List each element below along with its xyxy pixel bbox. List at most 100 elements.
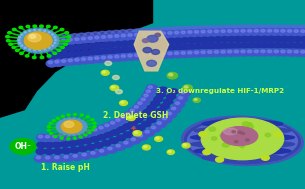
Circle shape [107, 42, 116, 48]
Circle shape [90, 136, 99, 142]
Circle shape [267, 29, 272, 32]
Circle shape [184, 86, 188, 88]
Circle shape [67, 36, 70, 38]
Circle shape [86, 144, 95, 150]
Circle shape [61, 115, 64, 117]
Circle shape [134, 105, 138, 108]
Circle shape [24, 47, 26, 48]
Circle shape [34, 29, 35, 31]
Circle shape [111, 30, 121, 37]
Circle shape [181, 91, 185, 94]
Circle shape [220, 37, 229, 42]
Circle shape [187, 44, 196, 50]
Circle shape [67, 133, 71, 135]
Circle shape [219, 49, 230, 56]
Circle shape [188, 51, 192, 54]
Circle shape [55, 40, 56, 41]
Circle shape [140, 46, 149, 52]
Circle shape [160, 104, 169, 109]
Circle shape [47, 47, 56, 53]
Circle shape [177, 95, 188, 102]
Circle shape [28, 30, 33, 33]
Circle shape [88, 132, 91, 134]
Circle shape [36, 149, 45, 154]
Circle shape [40, 25, 43, 27]
Circle shape [66, 134, 70, 137]
Circle shape [259, 28, 270, 35]
Circle shape [247, 125, 253, 129]
Circle shape [67, 51, 77, 57]
Circle shape [91, 129, 94, 131]
Circle shape [161, 32, 165, 35]
Circle shape [187, 37, 196, 43]
Circle shape [54, 42, 56, 43]
Circle shape [135, 33, 139, 36]
Circle shape [55, 156, 59, 159]
Circle shape [106, 146, 117, 153]
Circle shape [38, 135, 43, 138]
Circle shape [94, 143, 103, 148]
Circle shape [70, 147, 79, 153]
Circle shape [34, 155, 46, 162]
Circle shape [192, 50, 204, 57]
Circle shape [156, 137, 159, 139]
Circle shape [111, 86, 115, 88]
Text: ✦: ✦ [129, 123, 136, 132]
Circle shape [145, 130, 149, 133]
Circle shape [20, 33, 25, 37]
Circle shape [109, 120, 120, 127]
Circle shape [144, 94, 148, 97]
Circle shape [53, 155, 64, 162]
Circle shape [148, 33, 152, 35]
Circle shape [65, 32, 69, 34]
Circle shape [225, 139, 230, 142]
Circle shape [61, 60, 66, 62]
Circle shape [298, 25, 305, 32]
Circle shape [292, 29, 303, 36]
Circle shape [6, 40, 10, 42]
Circle shape [169, 89, 178, 94]
Circle shape [179, 90, 190, 97]
Circle shape [44, 134, 55, 141]
Circle shape [53, 36, 58, 39]
Circle shape [253, 36, 263, 42]
Circle shape [188, 31, 192, 33]
Circle shape [247, 43, 256, 48]
Circle shape [126, 53, 137, 60]
Circle shape [30, 35, 36, 38]
Circle shape [243, 25, 253, 31]
Circle shape [221, 132, 226, 134]
Circle shape [160, 45, 170, 51]
Circle shape [267, 43, 276, 48]
Circle shape [267, 36, 276, 42]
Circle shape [254, 50, 258, 53]
Circle shape [101, 70, 109, 75]
Circle shape [114, 48, 123, 53]
Circle shape [52, 45, 53, 46]
Ellipse shape [191, 140, 294, 148]
Ellipse shape [202, 120, 283, 128]
Circle shape [86, 56, 97, 63]
Circle shape [45, 135, 50, 138]
Circle shape [104, 31, 115, 37]
Circle shape [274, 132, 282, 137]
Ellipse shape [202, 154, 283, 162]
Circle shape [152, 52, 164, 59]
Circle shape [146, 90, 150, 93]
Circle shape [192, 29, 204, 36]
Circle shape [43, 48, 48, 52]
Circle shape [82, 153, 86, 156]
Circle shape [23, 31, 29, 35]
Circle shape [167, 27, 177, 33]
Circle shape [261, 155, 269, 160]
Circle shape [294, 30, 298, 32]
Circle shape [222, 25, 232, 32]
Circle shape [266, 49, 277, 56]
Circle shape [181, 26, 191, 33]
Circle shape [159, 87, 168, 93]
Circle shape [95, 57, 99, 59]
Circle shape [180, 38, 189, 43]
Circle shape [299, 29, 305, 36]
Circle shape [57, 128, 61, 131]
Circle shape [168, 52, 172, 55]
